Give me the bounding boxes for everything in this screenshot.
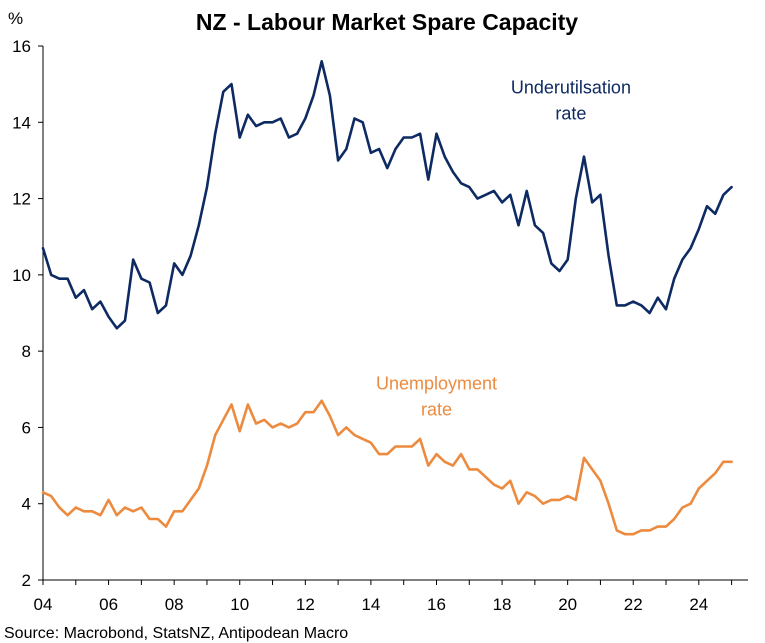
plot-area [41, 60, 733, 536]
x-tick-label: 06 [99, 595, 118, 614]
y-tick-label: 14 [12, 113, 31, 132]
y-tick-label: 10 [12, 266, 31, 285]
x-tick-label: 10 [230, 595, 249, 614]
x-tick-label: 14 [361, 595, 380, 614]
unemployment-label: Unemployment rate [376, 373, 497, 419]
y-tick-label: 6 [22, 418, 31, 437]
source-note: Source: Macrobond, StatsNZ, Antipodean M… [4, 625, 348, 642]
x-tick-label: 18 [493, 595, 512, 614]
x-tick-label: 22 [624, 595, 643, 614]
x-tick-label: 20 [558, 595, 577, 614]
underutilisation-label: Underutilsation rate [511, 78, 631, 124]
y-axis: 2 4 6 8 10 12 14 16 [12, 37, 44, 590]
underutilisation-rate-line [41, 60, 733, 330]
x-tick-label: 08 [165, 595, 184, 614]
y-tick-label: 8 [22, 342, 31, 361]
y-tick-label: 16 [12, 37, 31, 56]
y-tick-label: 12 [12, 190, 31, 209]
x-tick-label: 24 [689, 595, 708, 614]
x-axis: 04 06 08 10 12 14 16 18 20 22 24 [34, 579, 748, 614]
series-labels: Underutilsation rate Unemployment rate [376, 78, 631, 420]
x-tick-label: 16 [427, 595, 446, 614]
y-axis-unit-label: % [8, 9, 23, 28]
y-tick-label: 4 [22, 495, 31, 514]
x-tick-label: 04 [34, 595, 53, 614]
unemployment-rate-line [41, 399, 733, 536]
chart-title: NZ - Labour Market Spare Capacity [196, 9, 578, 35]
x-tick-label: 12 [296, 595, 315, 614]
y-tick-label: 2 [22, 571, 31, 590]
